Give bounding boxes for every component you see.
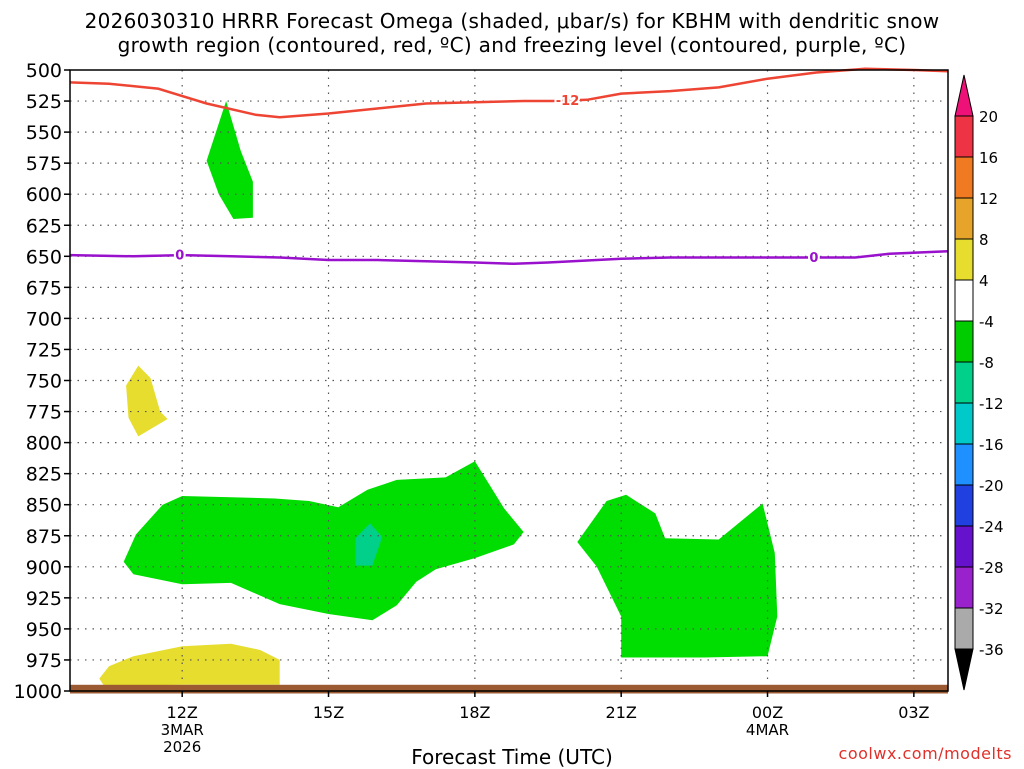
y-tick-label: 800 (26, 433, 62, 455)
y-tick-label: 600 (26, 184, 62, 206)
y-axis: 500 525 550 575 600 625 650 675 700 725 750 775 800 8… (14, 60, 70, 703)
y-tick-label: 575 (26, 153, 62, 175)
contour-label-2b: 0 (809, 251, 818, 266)
colorbar: 20 16 12 8 4 -4 -8 -12 -16 -20 -24 -28 -32 -36 (954, 74, 1004, 691)
x-tick-label: 3MAR (161, 721, 204, 739)
colorbar-label: -4 (979, 313, 994, 331)
y-tick-label: 850 (26, 495, 62, 517)
colorbar-top-triangle (954, 74, 974, 117)
y-tick-label: 775 (26, 402, 62, 424)
plot-border (69, 69, 949, 692)
y-tick-label: 825 (26, 464, 62, 486)
colorbar-segment (954, 115, 974, 158)
colorbar-label: 4 (979, 272, 989, 290)
y-tick-label: 675 (26, 277, 62, 299)
colorbar-label: -36 (979, 641, 1004, 659)
contour-line-1 (69, 67, 949, 119)
omega-region-6 (99, 643, 280, 686)
colorbar-segment (954, 320, 974, 363)
x-tick-label: 03Z (898, 703, 929, 722)
x-tick-label: 12Z (167, 703, 198, 722)
chart-title-line-2: growth region (contoured, red, ºC) and f… (117, 33, 907, 57)
colorbar-label: -24 (979, 518, 1004, 536)
y-tick-label: 950 (26, 619, 62, 641)
colorbar-label: 16 (979, 149, 998, 167)
y-tick-label: 700 (26, 308, 62, 330)
colorbar-segment (954, 566, 974, 609)
omega-region-4 (577, 494, 778, 658)
plot-frame (69, 69, 949, 692)
colorbar-segment (954, 607, 974, 650)
omega-shading-layer (99, 101, 778, 686)
omega-region-5 (126, 365, 168, 437)
y-tick-label: 925 (26, 588, 62, 610)
colorbar-label: -12 (979, 395, 1004, 413)
colorbar-segment (954, 402, 974, 445)
ground-band (70, 684, 948, 694)
omega-region-1 (206, 101, 253, 219)
y-tick-label: 725 (26, 339, 62, 361)
y-tick-label: 650 (26, 246, 62, 268)
colorbar-label: 12 (979, 190, 998, 208)
y-tick-label: 750 (26, 371, 62, 393)
ground-band-layer (70, 684, 948, 694)
colorbar-segment (954, 197, 974, 240)
colorbar-label: 20 (979, 108, 998, 126)
colorbar-segment (954, 238, 974, 281)
contour-line-2 (69, 250, 949, 266)
x-tick-label: 15Z (313, 703, 344, 722)
colorbar-label: -28 (979, 559, 1004, 577)
colorbar-segment (954, 443, 974, 486)
y-tick-label: 625 (26, 215, 62, 237)
y-tick-label: 500 (26, 60, 62, 82)
y-tick-label: 975 (26, 650, 62, 672)
x-axis-label: Forecast Time (UTC) (411, 745, 613, 769)
x-tick-label: 18Z (459, 703, 490, 722)
y-tick-label: 900 (26, 557, 62, 579)
colorbar-label: -16 (979, 436, 1004, 454)
colorbar-label: 8 (979, 231, 989, 249)
contour-label-2a: 0 (175, 249, 184, 264)
chart-title-line-1: 2026030310 HRRR Forecast Omega (shaded, … (84, 9, 940, 33)
x-tick-label: 2026 (163, 738, 201, 756)
colorbar-label: -8 (979, 354, 994, 372)
x-tick-label: 21Z (606, 703, 637, 722)
y-tick-label: 1000 (14, 681, 62, 703)
colorbar-segment (954, 525, 974, 568)
gridlines (70, 70, 948, 691)
y-tick-label: 525 (26, 91, 62, 113)
x-tick-label: 4MAR (746, 721, 789, 739)
colorbar-segment (954, 484, 974, 527)
colorbar-label: -20 (979, 477, 1004, 495)
colorbar-label: -32 (979, 600, 1004, 618)
contour-label-1a: -12 (556, 94, 580, 109)
omega-region-2 (123, 461, 524, 621)
colorbar-segment (954, 279, 974, 322)
y-tick-label: 550 (26, 122, 62, 144)
source-watermark: coolwx.com/modelts (838, 744, 1012, 763)
contour-layer: -12 0 0 (69, 67, 949, 268)
colorbar-segment (954, 361, 974, 404)
colorbar-segment (954, 156, 974, 199)
colorbar-bottom-triangle (954, 648, 974, 691)
y-tick-label: 875 (26, 526, 62, 548)
x-tick-label: 00Z (752, 703, 783, 722)
omega-region-3 (355, 523, 383, 566)
